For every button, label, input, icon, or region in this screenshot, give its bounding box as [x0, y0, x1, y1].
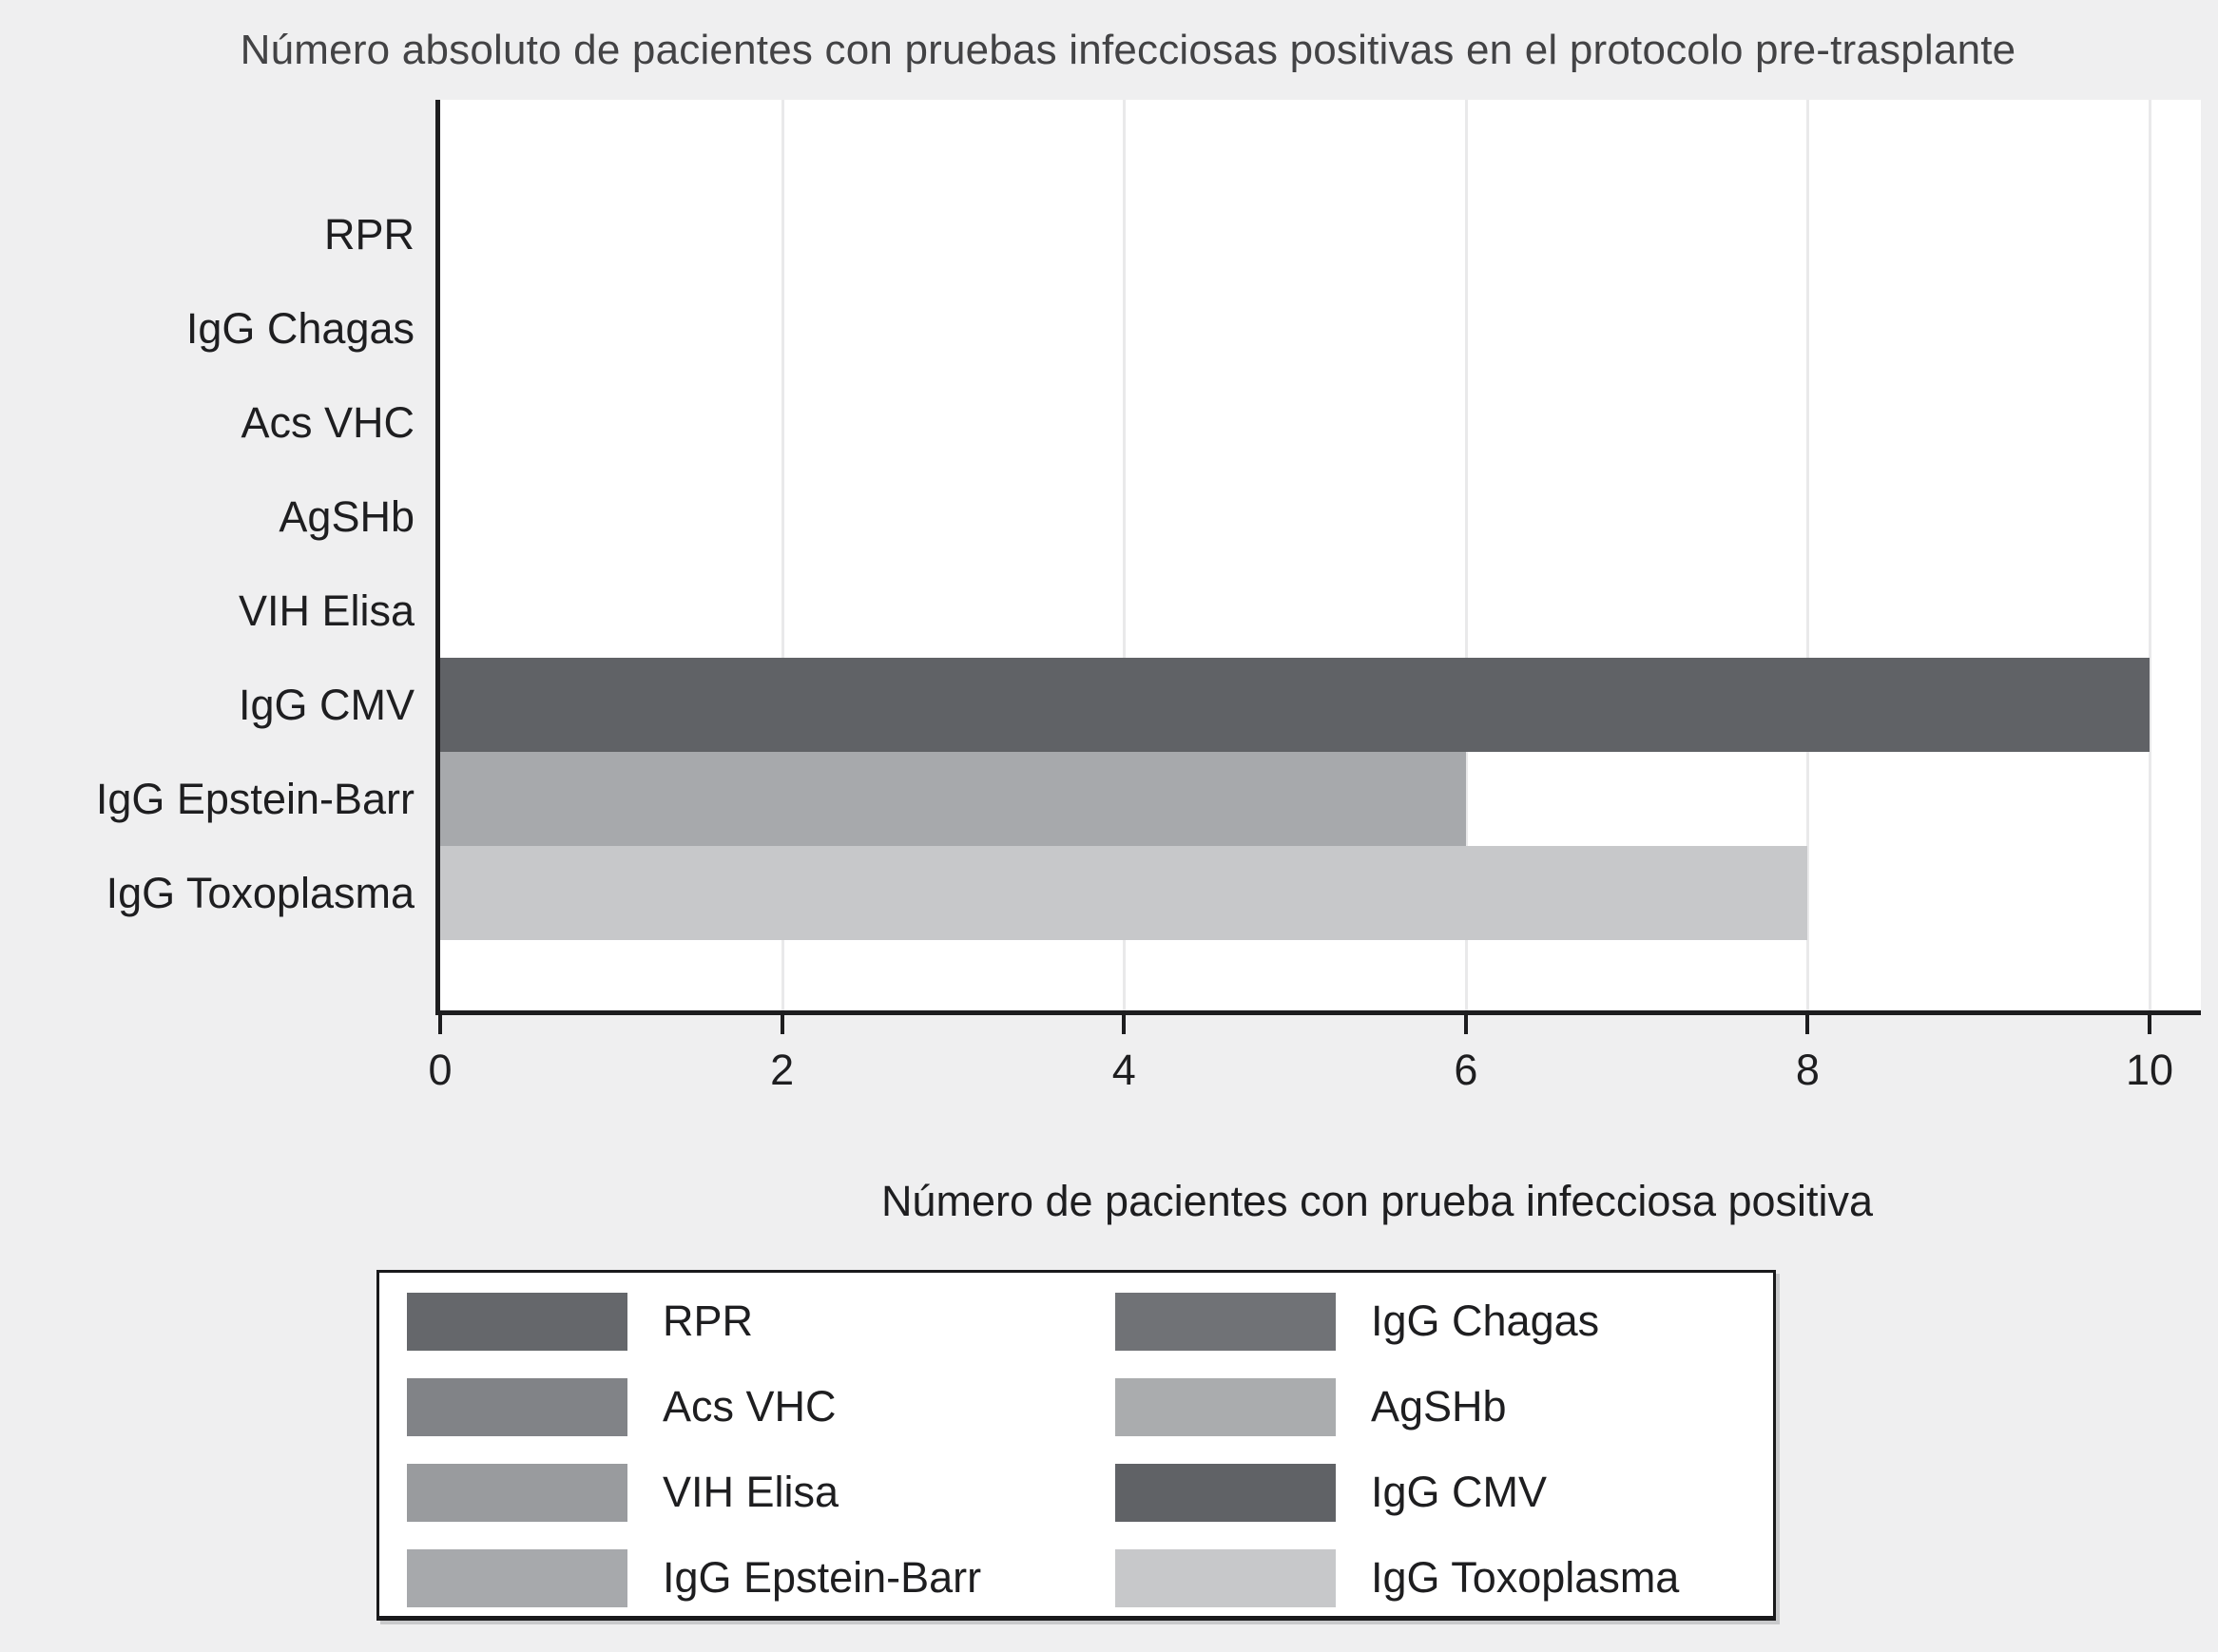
- x-tick-label: 2: [770, 1046, 795, 1094]
- x-axis-tick: [2148, 1015, 2152, 1034]
- legend-swatch: [1115, 1292, 1336, 1351]
- legend: RPR IgG Chagas Acs VHC AgSHb VIH Elisa IgG CM…: [376, 1270, 1776, 1621]
- gridline: [1806, 100, 1810, 1010]
- y-axis-label: AgSHb: [279, 492, 415, 541]
- y-axis-label: Acs VHC: [241, 398, 415, 447]
- legend-swatch: [1115, 1377, 1336, 1436]
- x-tick-label: 0: [428, 1046, 453, 1094]
- legend-label: Acs VHC: [663, 1382, 837, 1431]
- legend-label: IgG Epstein-Barr: [663, 1553, 982, 1602]
- legend-item: IgG Chagas: [1115, 1278, 1773, 1364]
- gridline: [781, 100, 784, 1010]
- x-axis-tick: [1805, 1015, 1810, 1034]
- bar-row: [440, 658, 2201, 752]
- bar-row: [440, 846, 2201, 940]
- x-tick-label: 10: [2126, 1046, 2174, 1094]
- gridline: [2149, 100, 2152, 1010]
- legend-item: IgG Epstein-Barr: [407, 1535, 1115, 1621]
- x-tick-label: 6: [1454, 1046, 1478, 1094]
- legend-item: IgG Toxoplasma: [1115, 1535, 1773, 1621]
- y-axis-label: IgG Chagas: [185, 304, 415, 353]
- x-axis-title: Número de pacientes con prueba infeccios…: [880, 1177, 1874, 1225]
- y-axis-label: VIH Elisa: [238, 586, 415, 635]
- bar-row: [440, 564, 2201, 658]
- legend-item: RPR: [407, 1278, 1115, 1364]
- legend-swatch: [407, 1292, 627, 1351]
- legend-label: RPR: [663, 1297, 754, 1345]
- legend-label: IgG CMV: [1371, 1468, 1548, 1516]
- legend-grid: RPR IgG Chagas Acs VHC AgSHb VIH Elisa IgG CM…: [379, 1273, 1773, 1621]
- y-axis-label: IgG Epstein-Barr: [95, 775, 415, 823]
- x-axis-tick: [1122, 1015, 1127, 1034]
- legend-label: AgSHb: [1371, 1382, 1507, 1431]
- legend-item: IgG CMV: [1115, 1450, 1773, 1535]
- gridline: [1123, 100, 1127, 1010]
- legend-item: VIH Elisa: [407, 1450, 1115, 1535]
- legend-swatch: [1115, 1463, 1336, 1522]
- legend-label: IgG Chagas: [1371, 1297, 1600, 1345]
- legend-item: AgSHb: [1115, 1364, 1773, 1450]
- legend-swatch: [407, 1548, 627, 1607]
- bar-row: [440, 470, 2201, 564]
- x-axis-line: [435, 1010, 2201, 1015]
- bar-row: [440, 752, 2201, 846]
- x-tick-label: 8: [1795, 1046, 1820, 1094]
- plot-area: [435, 100, 2201, 1010]
- legend-swatch: [407, 1463, 627, 1522]
- chart-title: Número absoluto de pacientes con pruebas…: [240, 27, 2016, 73]
- bar-row: [440, 187, 2201, 281]
- y-axis-labels: RPR IgG Chagas Acs VHC AgSHb VIH Elisa IgG CM…: [0, 187, 415, 940]
- bar: [440, 846, 1808, 940]
- gridline: [1464, 100, 1468, 1010]
- legend-label: IgG Toxoplasma: [1371, 1553, 1680, 1602]
- x-axis-tick: [1463, 1015, 1468, 1034]
- legend-item: Acs VHC: [407, 1364, 1115, 1450]
- y-axis-label: IgG CMV: [238, 681, 415, 729]
- bar: [440, 752, 1466, 846]
- y-axis-label: RPR: [323, 210, 415, 259]
- x-axis-tick: [780, 1015, 784, 1034]
- x-axis-tick: [438, 1015, 442, 1034]
- legend-swatch: [1115, 1548, 1336, 1607]
- y-axis-label: IgG Toxoplasma: [106, 869, 415, 917]
- x-tick-label: 4: [1111, 1046, 1136, 1094]
- bar-rows: [440, 187, 2201, 940]
- legend-label: VIH Elisa: [663, 1468, 839, 1516]
- legend-swatch: [407, 1377, 627, 1436]
- bar-row: [440, 375, 2201, 470]
- bar: [440, 658, 2150, 752]
- bar-row: [440, 281, 2201, 375]
